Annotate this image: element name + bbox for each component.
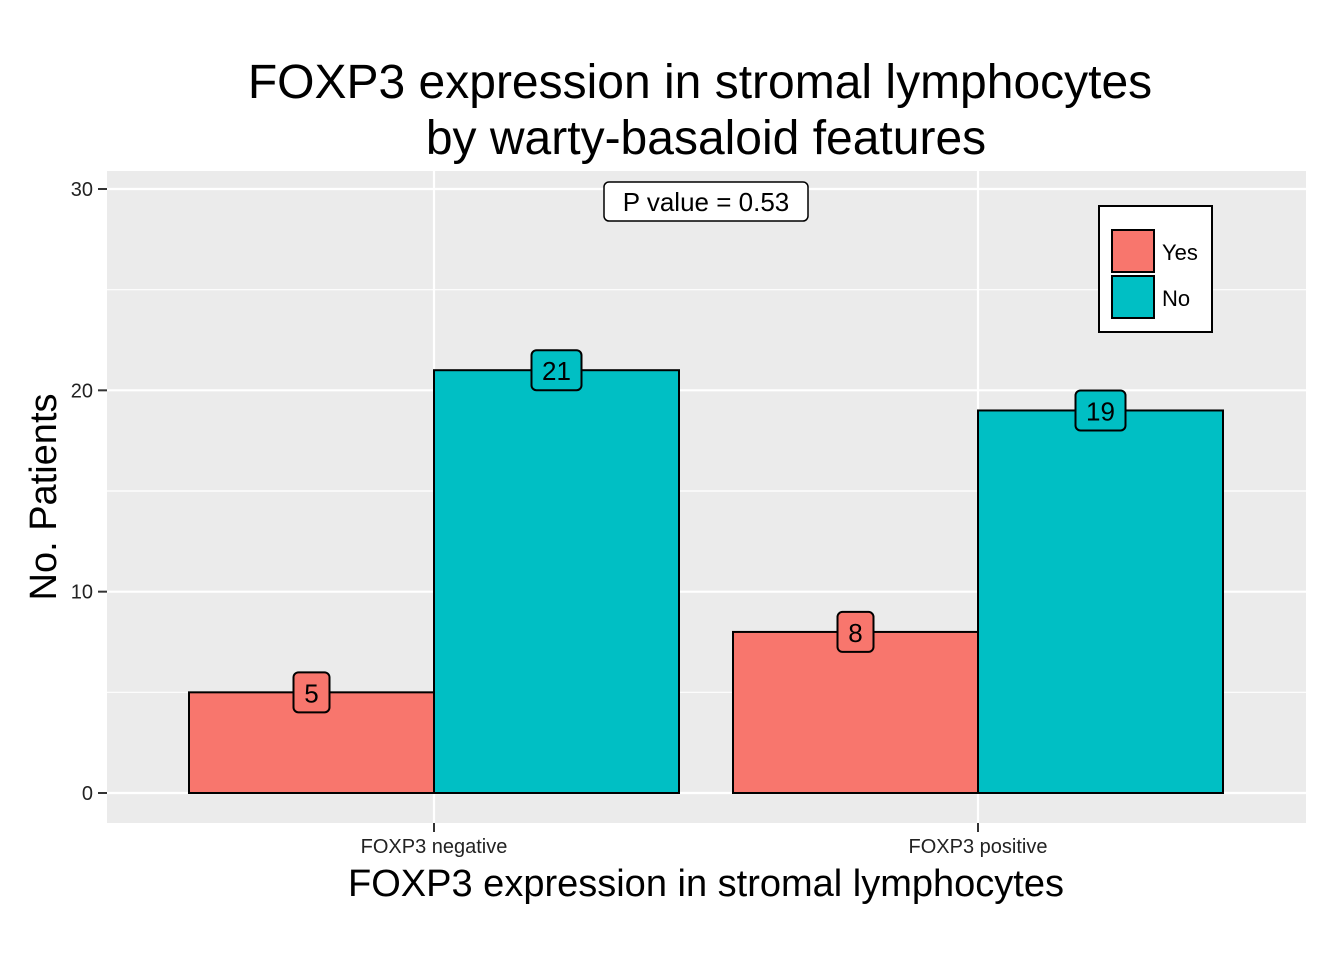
p-value-box bbox=[603, 181, 809, 222]
y-axis: 0 10 20 30 bbox=[71, 179, 107, 805]
bar-no-2 bbox=[977, 409, 1224, 794]
y-tick-label: 10 bbox=[71, 582, 93, 604]
y-tick-label: 0 bbox=[82, 783, 93, 805]
data-label-box bbox=[836, 610, 875, 653]
y-tick-label: 20 bbox=[71, 380, 93, 402]
data-labels: 5 21 8 19 bbox=[292, 349, 1127, 714]
data-label: 19 bbox=[1086, 396, 1115, 426]
data-label-box bbox=[1074, 389, 1127, 432]
x-tick-label: FOXP3 negative bbox=[361, 836, 508, 858]
legend: Yes No bbox=[1098, 205, 1213, 333]
chart-title-line2: by warty-basaloid features bbox=[426, 112, 986, 165]
data-label-box bbox=[292, 671, 331, 714]
chart-title-line1: FOXP3 expression in stromal lymphocytes bbox=[248, 56, 1152, 109]
data-label: 21 bbox=[542, 356, 571, 386]
bar-yes-2 bbox=[732, 630, 979, 795]
y-tick-label: 30 bbox=[71, 179, 93, 201]
x-tick-label: FOXP3 positive bbox=[909, 836, 1048, 858]
x-axis-title: FOXP3 expression in stromal lymphocytes bbox=[348, 863, 1064, 905]
data-label: 8 bbox=[848, 618, 862, 648]
x-axis: FOXP3 negative FOXP3 positive bbox=[361, 823, 1048, 858]
data-label-box bbox=[530, 349, 583, 392]
legend-key-yes bbox=[1111, 229, 1155, 273]
bar-no-1 bbox=[433, 369, 680, 794]
p-value-annotation: P value = 0.53 bbox=[603, 181, 809, 222]
legend-label-no: No bbox=[1162, 286, 1190, 311]
y-axis-title: No. Patients bbox=[23, 394, 65, 601]
data-label: 5 bbox=[304, 678, 318, 708]
p-value-text: P value = 0.53 bbox=[623, 187, 790, 217]
bars bbox=[188, 369, 1224, 795]
legend-key-no bbox=[1111, 275, 1155, 319]
legend-label-yes: Yes bbox=[1162, 240, 1198, 265]
